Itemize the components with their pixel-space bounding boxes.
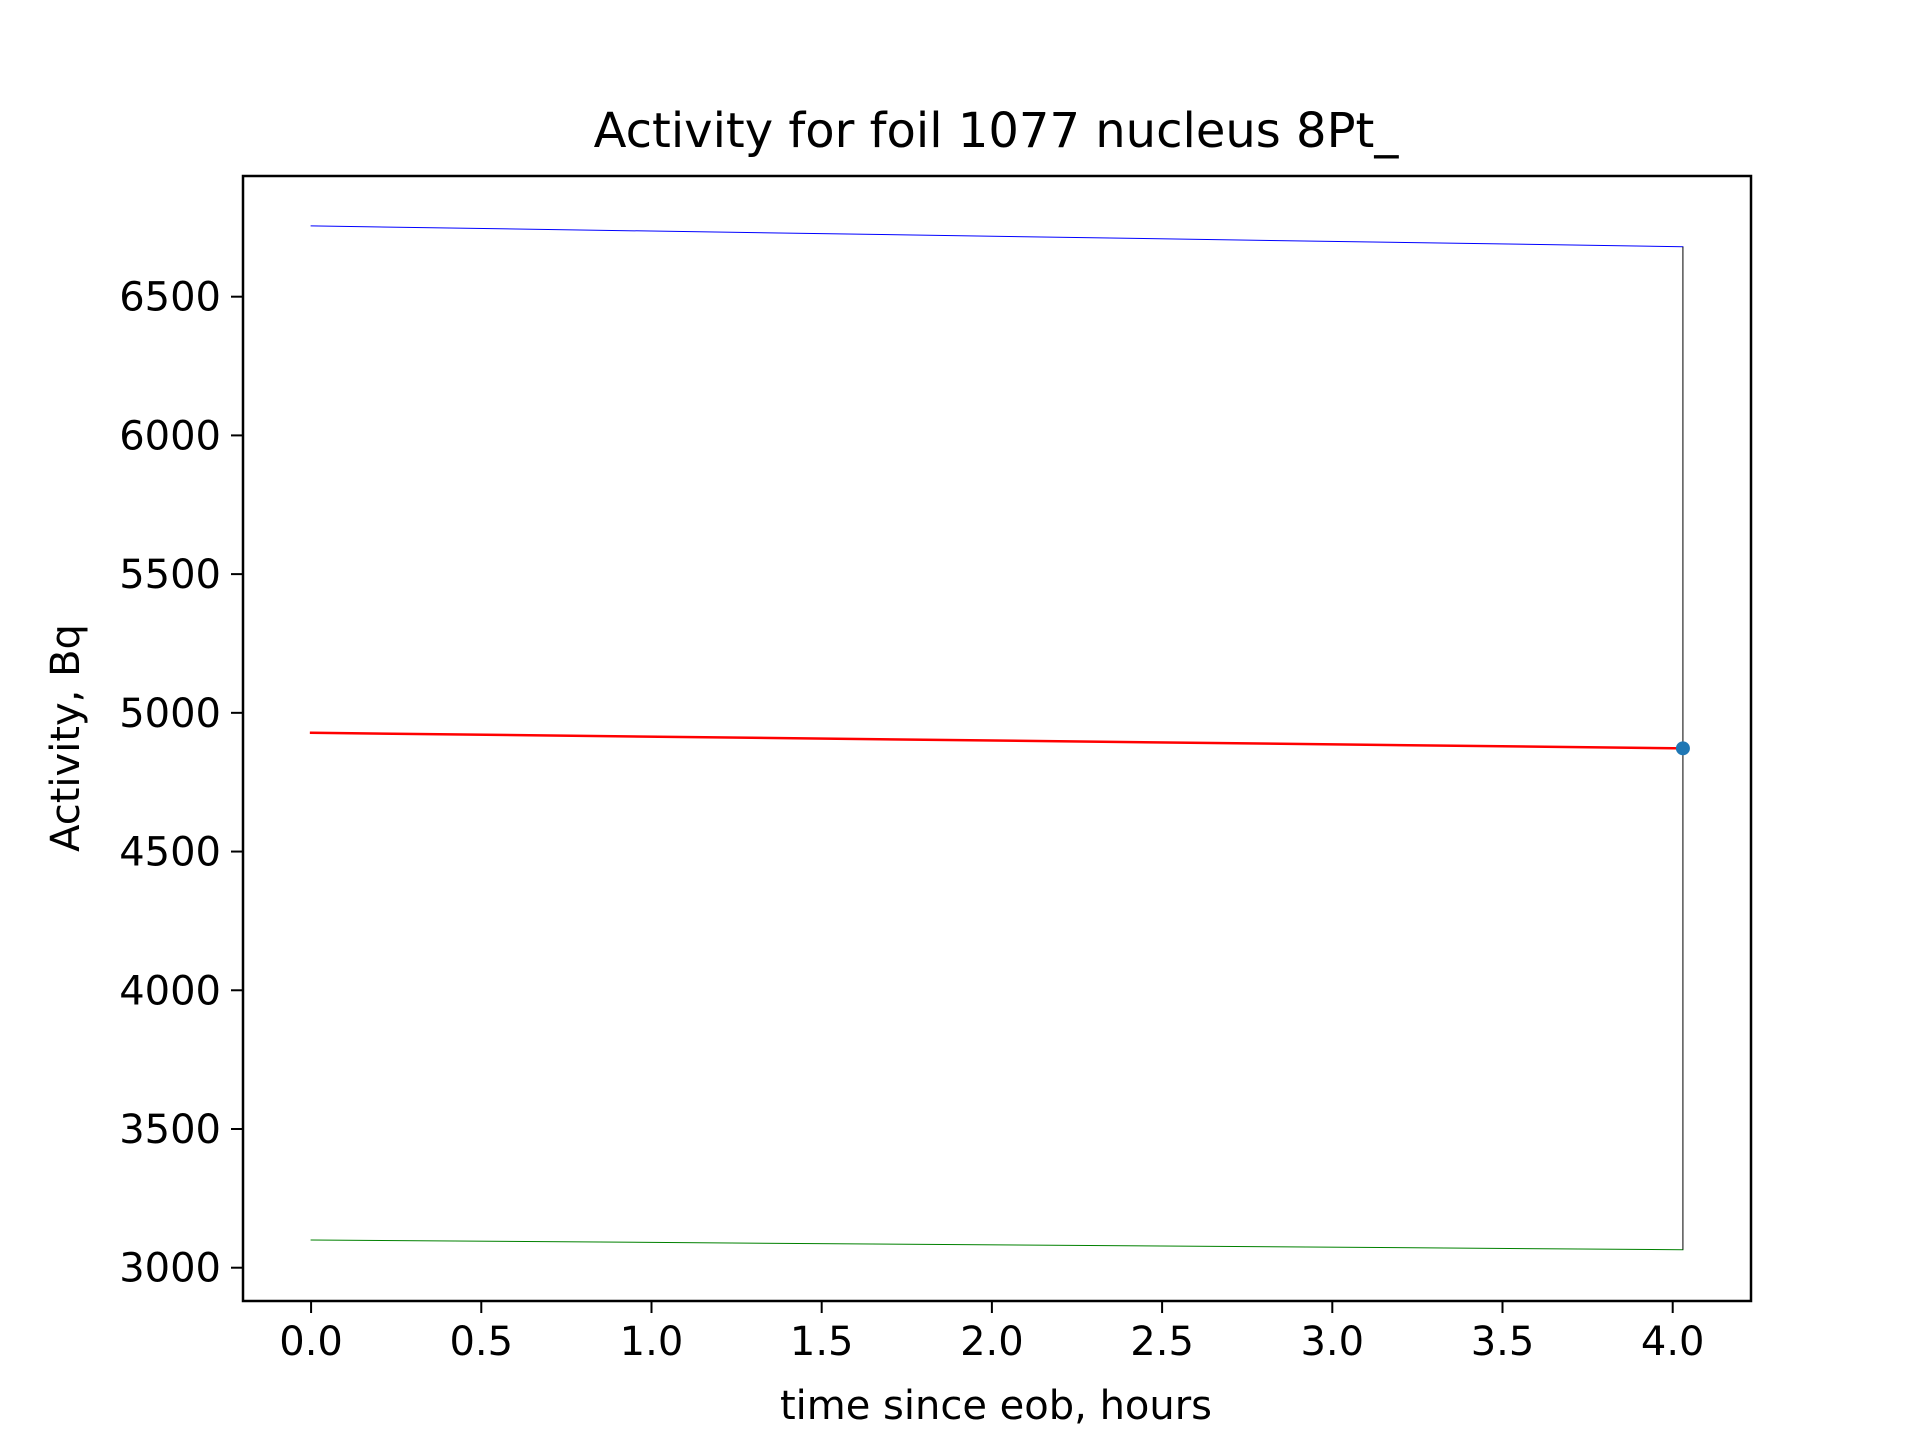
y-tick-label: 3500	[119, 1107, 221, 1153]
x-tick-label: 2.0	[960, 1319, 1024, 1365]
x-tick-label: 2.5	[1130, 1319, 1194, 1365]
chart-title: Activity for foil 1077 nucleus 8Pt_	[594, 103, 1400, 159]
plot-frame	[241, 174, 1753, 1303]
series-line-2	[309, 731, 1685, 750]
x-tick-label: 0.5	[449, 1319, 513, 1365]
y-tick-label: 4000	[119, 968, 221, 1014]
x-tick-label: 0.0	[279, 1319, 343, 1365]
y-tick-label: 5500	[119, 552, 221, 598]
measured-point	[1675, 741, 1690, 756]
x-tick-label: 3.5	[1471, 1319, 1535, 1365]
series-line-1	[310, 225, 1684, 248]
y-tick-label: 6500	[119, 275, 221, 321]
x-tick-label: 1.0	[620, 1319, 684, 1365]
y-tick-label: 4500	[119, 830, 221, 876]
plot-area	[309, 225, 1690, 1251]
x-tick-label: 3.0	[1300, 1319, 1364, 1365]
axis-ticks: 0.0 0.5 1.0 1.5 2.0 2.5 3.0 3.5 4.0 3000 3500 4000 4…	[119, 275, 1704, 1365]
y-axis-title: Activity, Bq	[43, 624, 89, 852]
series-line-3	[310, 1239, 1684, 1251]
y-tick-label: 3000	[119, 1246, 221, 1292]
x-tick-label: 1.5	[790, 1319, 854, 1365]
x-axis-title: time since eob, hours	[780, 1383, 1212, 1429]
x-tick-label: 4.0	[1641, 1319, 1705, 1365]
y-tick-label: 6000	[119, 413, 221, 459]
y-tick-label: 5000	[119, 691, 221, 737]
